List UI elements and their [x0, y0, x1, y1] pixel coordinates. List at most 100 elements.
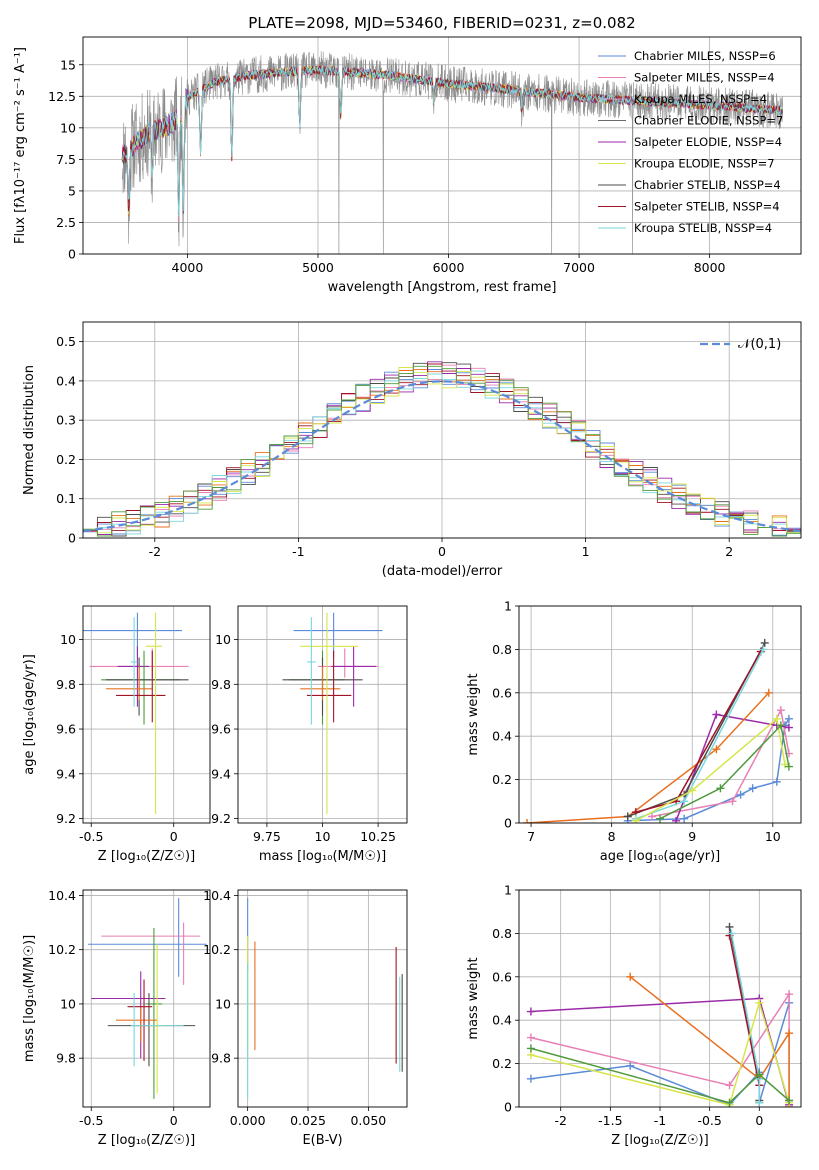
data-point-3 [145, 927, 163, 1099]
y-tick-label: 0.6 [492, 969, 512, 984]
plus-marker [526, 1074, 535, 1083]
y-axis-label: age [log₁₀(age/yr)] [22, 654, 37, 775]
legend-entry: Kroupa STELIB, NSSP=4 [634, 221, 772, 235]
y-tick-label: 10 [60, 120, 76, 135]
spectrum-panel: 4000 5000 6000 7000 8000 0 2.5 5 7.5 10 12.5 15 wave… [13, 14, 802, 295]
data-point-7 [145, 612, 163, 815]
plus-marker [772, 777, 781, 786]
series-line [627, 642, 766, 818]
y-tick-label: 10 [215, 632, 231, 647]
x-tick-label: 7000 [563, 260, 595, 275]
plus-marker [672, 816, 681, 823]
plus-marker [725, 1081, 734, 1090]
y-tick-label: 9.2 [56, 811, 76, 826]
axes: 7 8 9 10 0 0.2 0.4 0.6 0.8 1 age [log₁₀(age/yr)] ma… [466, 599, 802, 864]
x-tick-label: 1 [582, 544, 590, 559]
x-tick-label: 10 [765, 829, 781, 844]
x-tick-label: -0.5 [697, 1113, 721, 1128]
age-vs-mass-panel: 9.75 10 10.25 9.2 9.4 9.6 9.8 10 mass [log₁₀(M/M… [211, 605, 408, 864]
data-point-7 [300, 612, 359, 815]
axes-frame [82, 605, 211, 824]
data-point-8 [130, 617, 138, 707]
y-tick-label: 10 [60, 632, 76, 647]
x-axis-label: Z [log₁₀(Z/Z☉)] [611, 1133, 708, 1148]
plus-marker [523, 819, 532, 823]
mass-weight-series-6 [631, 645, 768, 823]
plus-marker [647, 812, 656, 821]
data-point-1 [101, 922, 201, 985]
x-tick-label: 0 [438, 544, 446, 559]
series-line [527, 692, 770, 823]
y-axis-label: Flux [fλ10⁻¹⁷ erg cm⁻² s⁻¹ A⁻¹] [13, 47, 28, 244]
data-point-5 [115, 1006, 158, 1042]
grid [83, 890, 210, 1107]
chart-title: PLATE=2098, MJD=53460, FIBERID=0231, z=0… [248, 14, 635, 32]
x-tick-label: 0.025 [290, 1113, 326, 1128]
residual-histogram-7 [83, 367, 801, 534]
plot-area [247, 898, 403, 1099]
y-tick-label: 2.5 [56, 215, 76, 230]
mass-weight-series-6 [727, 929, 764, 1107]
plot-area [121, 51, 783, 254]
plus-marker [759, 645, 768, 654]
y-tick-label: 0.4 [56, 373, 76, 388]
mass-weight-series-2 [672, 710, 793, 823]
data-point-5 [106, 666, 153, 700]
plus-marker [626, 1061, 635, 1070]
series-line [675, 713, 790, 822]
x-tick-label: -1 [292, 544, 304, 559]
data-point-8 [130, 993, 184, 1067]
y-tick-label: 0.5 [56, 334, 76, 349]
mass-weight-series-8 [656, 721, 793, 823]
axes-frame [237, 605, 408, 824]
axes-frame [518, 605, 802, 824]
plus-marker [725, 1098, 734, 1107]
legend-entry: Salpeter ELODIE, NSSP=4 [634, 135, 782, 149]
x-tick-label: 0.000 [230, 1113, 266, 1128]
legend-entry: Kroupa MILES, NSSP=4 [634, 92, 767, 106]
y-tick-label: 9.8 [211, 677, 231, 692]
y-tick-label: 10.4 [203, 888, 231, 903]
axes: -0.5 0 9.2 9.4 9.6 9.8 10 Z [log₁₀(Z/Z☉)] age [l… [22, 605, 211, 864]
y-tick-label: 9.8 [211, 1051, 231, 1066]
y-tick-label: 10.2 [203, 942, 231, 957]
plot-area [526, 922, 794, 1107]
y-tick-label: 9.6 [56, 722, 76, 737]
y-axis-label: mass weight [466, 957, 481, 1039]
x-tick-label: -0.5 [79, 829, 103, 844]
legend-entry: Salpeter MILES, NSSP=4 [634, 71, 775, 85]
legend-entry: Chabrier MILES, NSSP=6 [634, 49, 776, 63]
x-tick-label: 0 [170, 829, 178, 844]
y-tick-label: 0 [68, 247, 76, 262]
y-axis-label: Normed distribution [22, 365, 37, 495]
plot-area [523, 638, 793, 823]
x-axis-label: wavelength [Angstrom, rest frame] [328, 280, 557, 295]
x-tick-label: 4000 [172, 260, 204, 275]
legend-entry: Kroupa ELODIE, NSSP=7 [634, 157, 775, 171]
x-axis-label: age [log₁₀(age/yr)] [600, 849, 721, 864]
x-axis-label: E(B-V) [302, 1133, 342, 1148]
residual-histogram-6 [83, 370, 801, 535]
legend-entry: 𝒩(0,1) [738, 337, 781, 352]
plus-marker [764, 688, 773, 697]
x-tick-label: -0.5 [79, 1113, 103, 1128]
data-point-6 [127, 979, 153, 1061]
y-tick-label: 0.8 [492, 926, 512, 941]
plus-marker [785, 1096, 794, 1105]
series-line [530, 1000, 790, 1106]
plot-area [282, 612, 383, 815]
y-tick-label: 10 [215, 996, 231, 1011]
y-tick-label: 12.5 [48, 89, 76, 104]
plus-marker [785, 990, 794, 999]
plus-marker [716, 784, 725, 793]
series-line [635, 651, 762, 813]
x-tick-label: -2 [554, 1113, 566, 1128]
plus-marker [526, 1007, 535, 1016]
residuals-panel: -2 -1 0 1 2 0 0.1 0.2 0.3 0.4 0.5 (data-model)/erro… [22, 321, 802, 579]
y-tick-label: 7.5 [56, 152, 76, 167]
plus-marker [772, 714, 781, 723]
plus-marker [776, 721, 785, 730]
y-tick-label: 15 [60, 57, 76, 72]
y-tick-label: 0.4 [492, 729, 512, 744]
